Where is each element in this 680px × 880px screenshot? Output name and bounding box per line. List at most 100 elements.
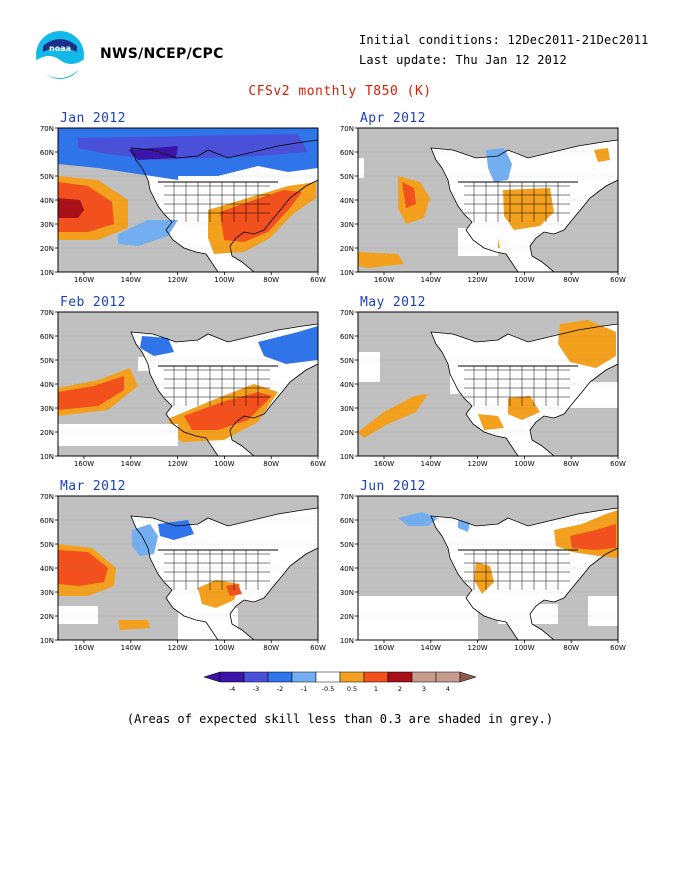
lat-label: 70N xyxy=(340,309,354,317)
org-name: NWS/NCEP/CPC xyxy=(100,46,224,62)
lon-label: 140W xyxy=(421,276,441,284)
lat-label: 70N xyxy=(40,309,54,317)
colorbar-label: -0.5 xyxy=(322,685,335,693)
lat-label: 10N xyxy=(340,453,354,461)
colorbar-swatch xyxy=(243,671,269,683)
lon-label: 140W xyxy=(421,460,441,468)
lon-label: 100W xyxy=(214,276,234,284)
lon-label: 100W xyxy=(214,644,234,652)
colorbar-label: 4 xyxy=(446,685,450,693)
lon-label: 160W xyxy=(374,644,394,652)
state-borders xyxy=(164,550,270,590)
lon-label: 60W xyxy=(610,276,626,284)
lat-label: 30N xyxy=(340,405,354,413)
lat-label: 30N xyxy=(40,405,54,413)
lat-label: 70N xyxy=(340,125,354,133)
anomaly-area-pos2 xyxy=(220,190,302,242)
neutral-area xyxy=(458,228,498,256)
colorbar-label: -2 xyxy=(277,685,283,693)
lat-label: 30N xyxy=(340,221,354,229)
anomaly-area-pos1 xyxy=(118,620,150,630)
panel-title-jan: Jan 2012 xyxy=(60,111,126,126)
lat-label: 50N xyxy=(40,541,54,549)
neutral-area xyxy=(58,424,178,446)
lon-label: 140W xyxy=(121,276,141,284)
map-fields xyxy=(358,496,618,640)
last-update: Last update: Thu Jan 12 2012 xyxy=(359,53,567,67)
panel-title-mar: Mar 2012 xyxy=(60,479,126,494)
lon-label: 60W xyxy=(610,644,626,652)
anomaly-area-neg4 xyxy=(128,146,178,160)
lon-label: 120W xyxy=(467,276,487,284)
anomaly-area-pos2 xyxy=(184,392,272,430)
lon-label: 80W xyxy=(263,460,279,468)
lon-label: 80W xyxy=(563,276,579,284)
map-panel-apr: 70N 60N 50N 40N 30N 20N 10N 160W 140W 120W 100W 80W… xyxy=(340,125,626,284)
lat-label: 60N xyxy=(340,517,354,525)
map-panel-mar: 70N 60N 50N 40N 30N 20N 10N 160W 140W 120W 100W 80W… xyxy=(40,493,326,652)
colorbar-swatch xyxy=(315,671,341,683)
neutral-area xyxy=(358,352,380,382)
lon-label: 60W xyxy=(310,644,326,652)
neutral-area xyxy=(358,158,364,178)
neutral-area xyxy=(178,608,238,640)
colorbar-label: 0.5 xyxy=(347,685,357,693)
colorbar-swatch xyxy=(267,671,293,683)
footnote: (Areas of expected skill less than 0.3 a… xyxy=(126,712,554,726)
map-panel-may: 70N 60N 50N 40N 30N 20N 10N 160W 140W 120W 100W 80W… xyxy=(340,309,626,468)
lat-label: 10N xyxy=(40,637,54,645)
lat-label: 10N xyxy=(40,453,54,461)
anomaly-area-neg2 xyxy=(140,336,174,356)
lat-label: 50N xyxy=(340,357,354,365)
colorbar-swatch xyxy=(435,671,461,683)
colorbar-swatch xyxy=(219,671,245,683)
anomaly-area-pos1 xyxy=(358,252,404,268)
lon-label: 160W xyxy=(74,460,94,468)
colorbar-swatch xyxy=(291,671,317,683)
lon-label: 140W xyxy=(421,644,441,652)
anomaly-area-neg1 xyxy=(398,512,438,526)
lat-label: 60N xyxy=(340,149,354,157)
coastline xyxy=(130,507,318,640)
anomaly-area-pos2 xyxy=(402,182,416,208)
anomaly-area-pos1 xyxy=(558,320,616,368)
lon-label: 60W xyxy=(310,460,326,468)
coastline xyxy=(130,139,318,272)
map-fields xyxy=(58,496,318,640)
lat-label: 50N xyxy=(340,173,354,181)
lon-label: 100W xyxy=(214,460,234,468)
anomaly-area-pos1 xyxy=(508,396,540,420)
figure-title: CFSv2 monthly T850 (K) xyxy=(248,84,432,99)
state-borders xyxy=(164,366,270,406)
lat-label: 30N xyxy=(340,589,354,597)
lon-label: 100W xyxy=(514,644,534,652)
panel-title-feb: Feb 2012 xyxy=(60,295,126,310)
logo-text: noaa xyxy=(49,44,71,53)
lat-label: 60N xyxy=(40,149,54,157)
lon-label: 80W xyxy=(263,276,279,284)
map-fields xyxy=(58,312,318,456)
colorbar-label: -4 xyxy=(229,685,235,693)
lon-label: 140W xyxy=(121,644,141,652)
lon-label: 140W xyxy=(121,460,141,468)
coastline xyxy=(430,139,618,272)
colorbar-right-arrow xyxy=(459,671,477,683)
anomaly-area-pos1 xyxy=(478,414,504,430)
map-panel-jan: 70N 60N 50N 40N 30N 20N 10N 160W 140W 120W 100W 80W… xyxy=(40,125,326,284)
panel-title-may: May 2012 xyxy=(360,295,426,310)
colorbar-label: 2 xyxy=(398,685,402,693)
lat-label: 70N xyxy=(40,125,54,133)
colorbar-swatch xyxy=(411,671,437,683)
initial-conditions: Initial conditions: 12Dec2011-21Dec2011 xyxy=(359,33,649,47)
neutral-area xyxy=(450,372,470,394)
lon-label: 100W xyxy=(514,276,534,284)
lat-label: 20N xyxy=(340,245,354,253)
lat-label: 20N xyxy=(340,613,354,621)
map-panel-jun: 70N 60N 50N 40N 30N 20N 10N 160W 140W 120W 100W 80W… xyxy=(340,493,626,652)
coastline xyxy=(130,323,318,456)
neutral-area xyxy=(588,596,618,626)
anomaly-area-pos1 xyxy=(503,188,554,230)
anomaly-area-pos2 xyxy=(58,376,124,410)
lat-label: 20N xyxy=(340,429,354,437)
lat-label: 10N xyxy=(340,637,354,645)
